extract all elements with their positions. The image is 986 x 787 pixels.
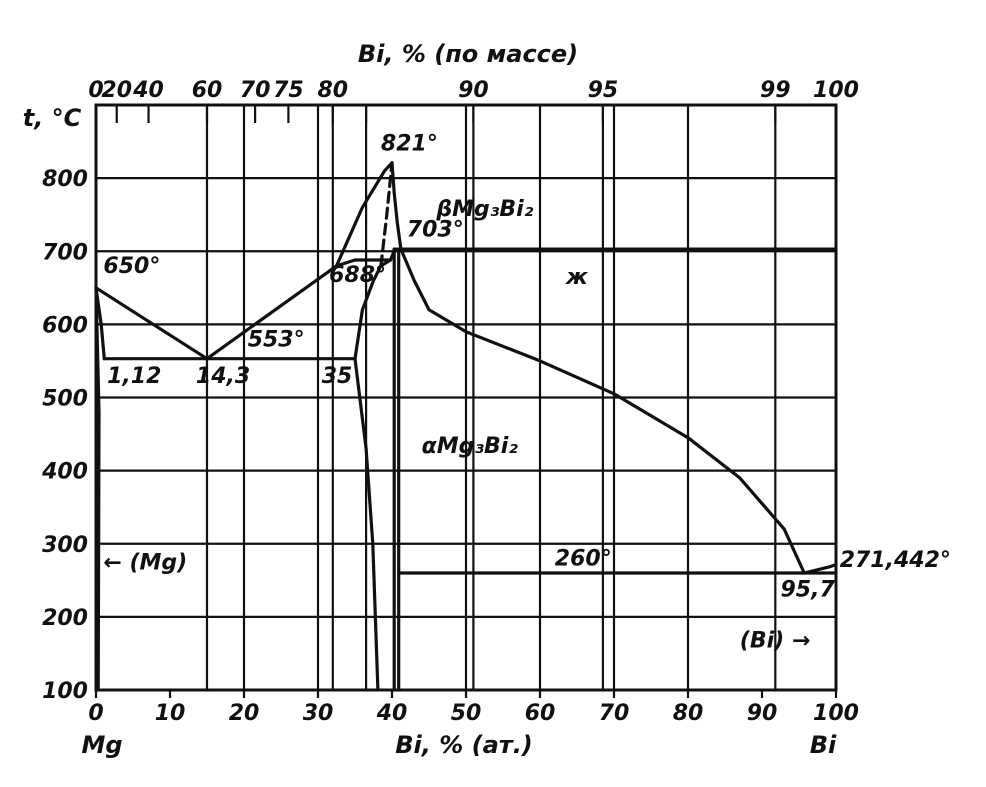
top-tick-label: 0 [88,78,103,103]
annotation: 260° [555,547,612,572]
annotation: 95,7 [781,577,836,602]
y-tick-label: 800 [42,167,88,192]
x-tick-label: 70 [599,701,630,726]
grid [94,105,838,698]
y-tick-label: 600 [42,313,88,338]
ylabel: t, °C [23,104,82,132]
annotation: ж [565,265,589,290]
x-tick-label: 80 [673,701,704,726]
annotation: (Bi) → [740,629,811,654]
top-tick-label: 95 [588,78,619,103]
xlabel: Bi, % (ат.) [395,731,533,759]
phase-boundary [802,563,838,575]
top-tick-label: 100 [813,78,859,103]
annotation: 14,3 [196,364,250,389]
y-tick-label: 300 [42,533,88,558]
phase-boundary [334,161,394,268]
annotation: 553° [248,327,305,352]
phase-boundary [379,161,394,268]
annotations: 821° 650° 688° 703° 553° 1,12 14,3 35 ж βMg₃Bi₂ αM… [103,131,951,653]
top-tick-label: 40 [132,78,164,103]
x-tick-label: 0 [88,701,103,726]
left-end-label: Mg [81,731,122,759]
top-axis-ticks [94,105,838,123]
top-xlabel: Bi, % (по массе) [358,40,578,68]
annotation: αMg₃Bi₂ [422,434,519,459]
x-tick-label: 40 [376,701,408,726]
top-tick-label: 70 [240,78,271,103]
annotation: 35 [322,364,353,389]
annotation: 1,12 [107,364,161,389]
y-tick-label: 700 [42,240,88,265]
phase-boundary [390,161,403,251]
y-tick-label: 500 [42,387,88,412]
phase-boundary [94,286,209,361]
annotation: 703° [407,218,464,243]
phase-boundary [353,258,393,361]
annotation: ← (Mg) [103,550,187,575]
annotation: 688° [329,263,386,288]
top-tick-label: 90 [458,78,489,103]
top-tick-label: 80 [317,78,348,103]
phase-boundaries [94,161,838,692]
top-tick-label: 60 [192,78,223,103]
x-tick-label: 50 [451,701,482,726]
x-tick-label: 20 [229,701,260,726]
top-tick-label: 75 [273,78,304,103]
x-tick-label: 100 [813,701,859,726]
right-end-label: Bi [810,731,837,759]
annotation: 271,442° [840,548,951,573]
plot-frame [94,103,838,692]
annotation: 821° [381,131,438,156]
x-tick-label: 10 [155,701,186,726]
tick-labels: 0 10 20 30 40 50 60 70 80 90 100100200300400500600… [41,78,859,726]
phase-boundary [399,247,806,575]
x-tick-label: 60 [525,701,556,726]
x-tick-label: 90 [747,701,778,726]
y-tick-label: 400 [41,460,88,485]
x-tick-label: 30 [303,701,334,726]
top-tick-label: 20 [101,78,132,103]
y-tick-label: 200 [42,606,88,631]
annotation: 650° [103,254,160,279]
top-tick-label: 99 [760,78,791,103]
y-tick-label: 100 [42,679,88,704]
annotation: βMg₃Bi₂ [435,197,533,222]
phase-boundary [353,357,380,692]
